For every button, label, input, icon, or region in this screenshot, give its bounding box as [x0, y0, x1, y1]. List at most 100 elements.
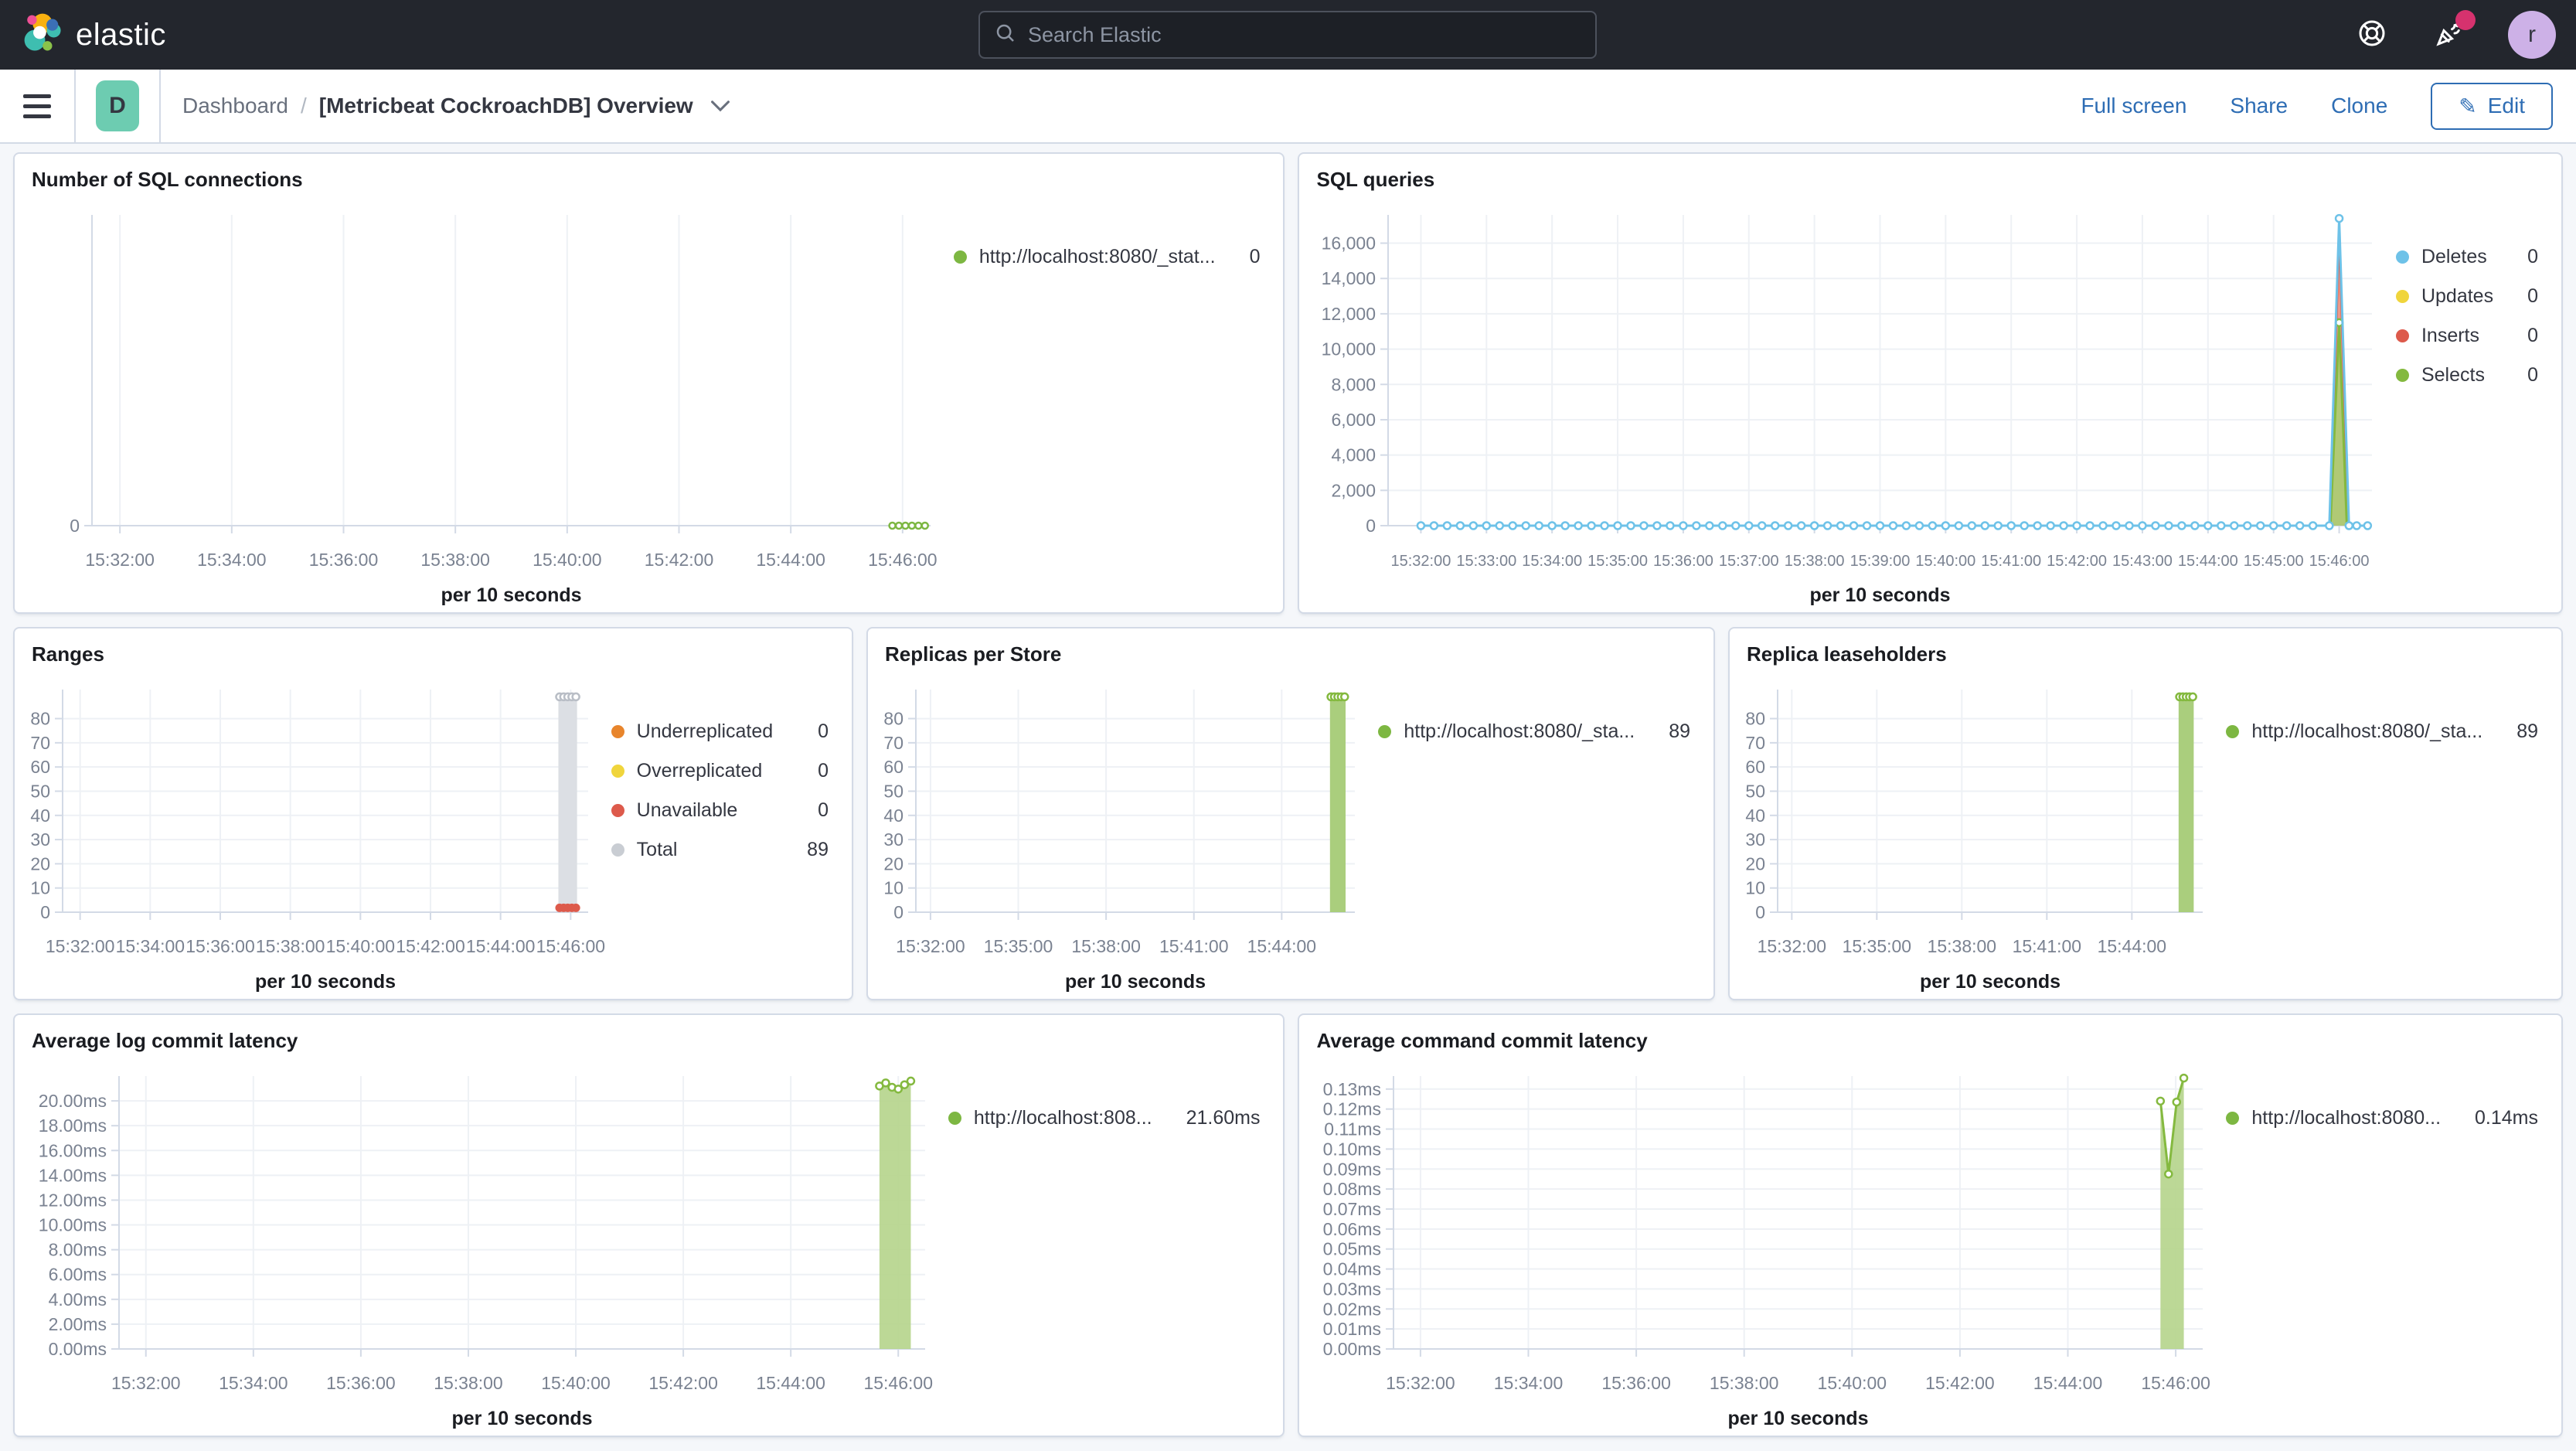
legend-series-label: Selects — [2421, 364, 2485, 386]
elastic-brand[interactable]: elastic — [20, 11, 166, 60]
svg-text:30: 30 — [30, 829, 50, 850]
search-input[interactable] — [1028, 22, 1581, 47]
edit-button[interactable]: ✎ Edit — [2431, 82, 2553, 130]
svg-text:0.03ms: 0.03ms — [1323, 1279, 1381, 1299]
svg-text:0.06ms: 0.06ms — [1323, 1219, 1381, 1239]
legend-series-label: Inserts — [2421, 325, 2479, 346]
svg-text:per 10 seconds: per 10 seconds — [451, 1408, 592, 1429]
svg-text:15:46:00: 15:46:00 — [863, 1373, 933, 1393]
svg-text:0: 0 — [1755, 902, 1765, 922]
svg-text:12,000: 12,000 — [1322, 304, 1376, 324]
panel-title: Average log commit latency — [32, 1029, 298, 1052]
newsfeed-button[interactable] — [2431, 10, 2476, 53]
divider — [74, 70, 76, 142]
chart-legend: http://localhost:8080... 0.14ms — [2226, 1107, 2538, 1436]
avg-command-commit-latency-chart[interactable]: 0.00ms 0.01ms 0.02ms 0.03ms 0.04ms 0.05ms 0.06… — [1299, 1053, 2223, 1436]
svg-text:per 10 seconds: per 10 seconds — [441, 584, 581, 606]
legend-series-value: 0 — [818, 760, 829, 782]
svg-text:8,000: 8,000 — [1332, 374, 1376, 394]
breadcrumb-dashboard-link[interactable]: Dashboard — [182, 94, 288, 118]
svg-text:20: 20 — [883, 853, 903, 874]
ranges-chart[interactable]: 0 10 20 30 40 50 60 70 80 15:32:00 15:34:00 15:36:0… — [15, 666, 608, 999]
svg-text:0.05ms: 0.05ms — [1323, 1239, 1381, 1259]
svg-text:0.04ms: 0.04ms — [1323, 1259, 1381, 1279]
svg-text:15:44:00: 15:44:00 — [756, 1373, 825, 1393]
help-button[interactable] — [2353, 16, 2391, 53]
svg-text:15:32:00: 15:32:00 — [85, 550, 155, 570]
sql-queries-chart[interactable]: 0 2,000 4,000 6,000 8,000 10,000 12,000 14,000 1… — [1299, 192, 2392, 612]
avg-log-commit-latency-chart[interactable]: 0.00ms 2.00ms 4.00ms 6.00ms 8.00ms 10.00ms 12.… — [15, 1053, 945, 1436]
svg-text:14,000: 14,000 — [1322, 268, 1376, 288]
svg-text:0.13ms: 0.13ms — [1323, 1079, 1381, 1099]
panel-replica-leaseholders: Replica leaseholders 0 10 20 30 40 50 60 70 80 15… — [1728, 627, 2563, 1000]
global-search[interactable] — [978, 11, 1597, 59]
svg-text:15:36:00: 15:36:00 — [185, 936, 255, 956]
svg-text:2,000: 2,000 — [1332, 480, 1376, 500]
legend-series-dot — [2395, 290, 2409, 303]
legend-series-value: 0 — [1249, 246, 1261, 267]
svg-text:per 10 seconds: per 10 seconds — [1810, 584, 1951, 606]
replicas-per-store-chart[interactable]: 0 10 20 30 40 50 60 70 80 15:32:00 15:35:00 15:38:0… — [868, 666, 1375, 999]
sql-connections-chart[interactable]: 0 15:32:00 15:34:00 15:36:00 15:38:00 15:40:0… — [15, 192, 951, 612]
legend-series-label: Unavailable — [636, 799, 738, 821]
user-avatar[interactable]: r — [2508, 11, 2556, 59]
svg-text:15:46:00: 15:46:00 — [868, 550, 938, 570]
svg-text:15:34:00: 15:34:00 — [219, 1373, 288, 1393]
chart-legend: http://localhost:8080/_sta... 89 — [2226, 720, 2538, 999]
legend-series-label: Overreplicated — [636, 760, 763, 782]
svg-text:15:45:00: 15:45:00 — [2244, 553, 2304, 570]
chart-legend: http://localhost:8080/_stat... 0 — [953, 246, 1261, 612]
clone-button[interactable]: Clone — [2331, 94, 2388, 118]
legend-series-dot — [2395, 329, 2409, 342]
legend-series-dot — [948, 1112, 961, 1125]
svg-text:40: 40 — [30, 806, 50, 826]
share-button[interactable]: Share — [2230, 94, 2288, 118]
full-screen-button[interactable]: Full screen — [2081, 94, 2187, 118]
svg-text:0.07ms: 0.07ms — [1323, 1199, 1381, 1219]
svg-text:15:36:00: 15:36:00 — [1653, 553, 1713, 570]
svg-text:8.00ms: 8.00ms — [49, 1240, 107, 1260]
svg-text:15:42:00: 15:42:00 — [2047, 553, 2108, 570]
legend-series-dot — [1378, 725, 1392, 738]
legend-series-label: http://localhost:8080/_stat... — [978, 246, 1216, 267]
svg-text:0: 0 — [70, 516, 80, 536]
svg-text:15:40:00: 15:40:00 — [1916, 553, 1976, 570]
svg-text:10.00ms: 10.00ms — [39, 1215, 107, 1235]
svg-text:70: 70 — [883, 733, 903, 753]
divider — [159, 70, 161, 142]
legend-series-value: 0 — [2527, 246, 2538, 267]
legend-series-value: 0 — [818, 720, 829, 742]
svg-text:6,000: 6,000 — [1332, 410, 1376, 430]
svg-text:40: 40 — [1745, 806, 1765, 826]
svg-text:15:44:00: 15:44:00 — [756, 550, 825, 570]
chart-legend: Deletes 0 Updates 0 Inserts 0 Selects 0 — [2395, 246, 2538, 612]
svg-text:15:34:00: 15:34:00 — [1494, 1373, 1564, 1393]
legend-series-label: http://localhost:808... — [973, 1107, 1152, 1129]
legend-series-dot — [2395, 369, 2409, 382]
panel-average-command-commit-latency: Average command commit latency 0.00ms 0.0… — [1298, 1013, 2563, 1437]
svg-text:15:38:00: 15:38:00 — [256, 936, 325, 956]
breadcrumb: Dashboard / [Metricbeat CockroachDB] Ove… — [182, 94, 730, 118]
dashboard-app-badge[interactable]: D — [96, 80, 139, 131]
svg-text:15:42:00: 15:42:00 — [1926, 1373, 1996, 1393]
svg-text:30: 30 — [1745, 829, 1765, 850]
title-chevron-down-icon[interactable] — [710, 100, 730, 112]
svg-text:20: 20 — [1745, 853, 1765, 874]
svg-text:15:42:00: 15:42:00 — [396, 936, 465, 956]
svg-text:16,000: 16,000 — [1322, 233, 1376, 254]
elastic-logo-icon — [20, 11, 65, 60]
svg-text:15:38:00: 15:38:00 — [434, 1373, 503, 1393]
svg-text:14.00ms: 14.00ms — [39, 1165, 107, 1185]
panel-replicas-per-store: Replicas per Store 0 10 20 30 40 50 60 70 80 15:3… — [866, 627, 1716, 1000]
svg-text:15:32:00: 15:32:00 — [46, 936, 115, 956]
svg-text:per 10 seconds: per 10 seconds — [255, 971, 396, 993]
svg-text:12.00ms: 12.00ms — [39, 1190, 107, 1210]
svg-text:18.00ms: 18.00ms — [39, 1115, 107, 1136]
main-menu-button[interactable] — [0, 70, 74, 142]
svg-text:0.10ms: 0.10ms — [1323, 1139, 1381, 1159]
replica-leaseholders-chart[interactable]: 0 10 20 30 40 50 60 70 80 15:32:00 15:35:00 15:38:0… — [1730, 666, 2223, 999]
svg-text:15:32:00: 15:32:00 — [1391, 553, 1451, 570]
svg-text:15:42:00: 15:42:00 — [645, 550, 714, 570]
svg-text:per 10 seconds: per 10 seconds — [1065, 971, 1206, 993]
legend-series-label: Updates — [2421, 285, 2494, 307]
